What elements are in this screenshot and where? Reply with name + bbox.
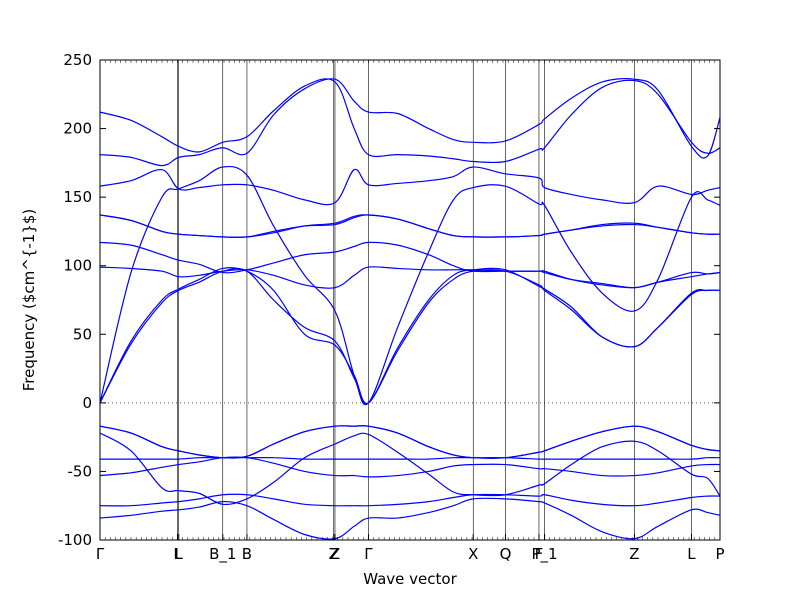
phonon-bands [99,78,721,540]
x-tick-label: L [175,545,184,563]
band-line-8 [99,266,721,289]
band-line-14 [99,432,721,506]
y-tick-label: 200 [63,120,92,138]
band-line-12 [99,425,721,459]
band-line-2 [99,78,721,167]
x-tick-label: L [687,545,696,563]
x-tick-label: Z [629,545,639,563]
y-tick-label: -50 [68,462,93,480]
band-line-13 [100,457,721,460]
x-tick-label: X [468,545,478,563]
x-axis-label: Wave vector [363,570,457,588]
band-line-4 [99,165,721,406]
y-tick-label: 0 [82,394,92,412]
band-line-3 [99,166,721,206]
x-tick-label: B_1 [209,545,236,564]
y-tick-label: 250 [63,51,92,69]
x-tick-label: P_1 [531,545,557,564]
y-axis-label: Frequency ($cm^{-1}$) [20,209,38,392]
x-tick-label: Z [329,545,339,563]
x-tick-label: L [173,545,182,563]
plot-area [100,60,720,540]
x-tick-label: Γ [364,545,373,563]
band-line-6 [99,214,721,238]
band-line-15 [99,456,721,478]
x-tick-label: Z [330,545,340,563]
y-tick-label: -100 [58,531,92,549]
x-tick-label: Q [500,545,512,563]
band-line-1 [99,78,721,164]
band-line-16 [99,493,721,507]
x-axis-ticks: Γ LL B_1 B ZZ Γ X Q FP_1 Z L P [96,60,725,564]
x-tick-label: P [715,545,724,563]
x-tick-label: F [535,545,544,563]
y-tick-label: 150 [63,188,92,206]
band-line-10 [99,268,721,405]
y-tick-label: 50 [73,325,92,343]
y-axis-ticks: -100 -50 0 50 100 150 200 250 [58,51,720,549]
y-tick-label: 100 [63,257,92,275]
x-tick-label: Γ [96,545,105,563]
x-tick-label: B [242,545,252,563]
